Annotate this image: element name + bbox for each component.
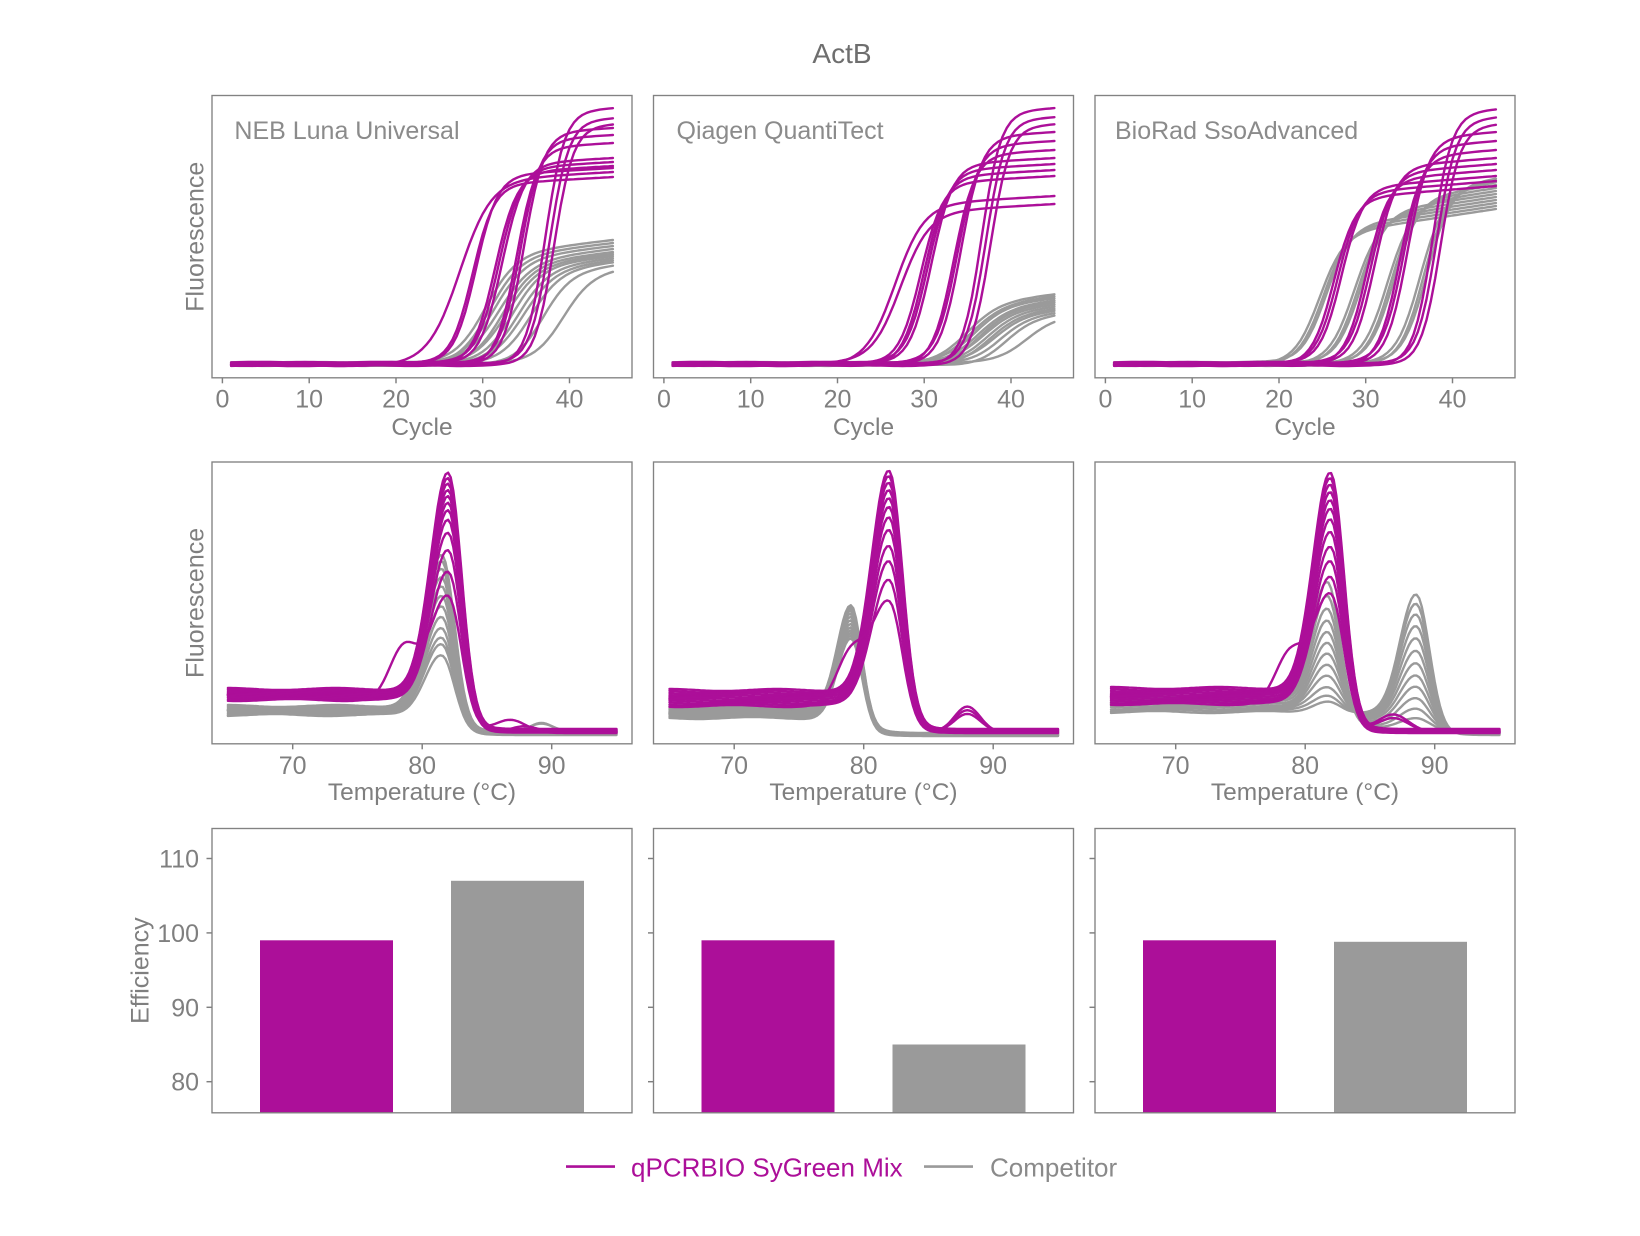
- svg-text:Temperature (°C): Temperature (°C): [328, 779, 516, 806]
- svg-text:100: 100: [157, 920, 199, 948]
- svg-text:Qiagen QuantiTect: Qiagen QuantiTect: [677, 117, 884, 145]
- svg-text:Cycle: Cycle: [1274, 414, 1335, 441]
- svg-text:70: 70: [720, 752, 748, 780]
- svg-text:BioRad SsoAdvanced: BioRad SsoAdvanced: [1115, 117, 1358, 145]
- svg-text:80: 80: [850, 752, 878, 780]
- svg-text:Temperature (°C): Temperature (°C): [769, 779, 957, 806]
- svg-text:Competitor: Competitor: [990, 1153, 1117, 1183]
- svg-text:70: 70: [1162, 752, 1190, 780]
- svg-text:90: 90: [1421, 752, 1449, 780]
- svg-text:80: 80: [171, 1069, 199, 1097]
- svg-text:70: 70: [279, 752, 307, 780]
- svg-text:10: 10: [737, 386, 765, 414]
- svg-text:30: 30: [469, 386, 497, 414]
- svg-text:30: 30: [1352, 386, 1380, 414]
- svg-text:Cycle: Cycle: [391, 414, 452, 441]
- svg-text:40: 40: [997, 386, 1025, 414]
- svg-text:0: 0: [657, 386, 671, 414]
- svg-text:Cycle: Cycle: [833, 414, 894, 441]
- svg-text:40: 40: [1439, 386, 1467, 414]
- svg-text:0: 0: [215, 386, 229, 414]
- svg-text:10: 10: [1178, 386, 1206, 414]
- svg-text:Efficiency: Efficiency: [127, 917, 155, 1024]
- svg-text:qPCRBIO SyGreen Mix: qPCRBIO SyGreen Mix: [631, 1153, 903, 1183]
- svg-text:0: 0: [1098, 386, 1112, 414]
- svg-text:80: 80: [408, 752, 436, 780]
- svg-text:ActB: ActB: [812, 38, 871, 69]
- svg-text:90: 90: [979, 752, 1007, 780]
- svg-text:Fluorescence: Fluorescence: [182, 528, 210, 678]
- svg-text:Temperature (°C): Temperature (°C): [1211, 779, 1399, 806]
- svg-text:20: 20: [1265, 386, 1293, 414]
- svg-text:20: 20: [824, 386, 852, 414]
- svg-text:NEB Luna Universal: NEB Luna Universal: [234, 117, 459, 145]
- svg-text:90: 90: [538, 752, 566, 780]
- svg-text:80: 80: [1291, 752, 1319, 780]
- svg-text:30: 30: [910, 386, 938, 414]
- svg-text:20: 20: [382, 386, 410, 414]
- svg-text:110: 110: [159, 846, 199, 874]
- svg-text:40: 40: [556, 386, 584, 414]
- svg-text:10: 10: [295, 386, 323, 414]
- svg-text:Fluorescence: Fluorescence: [182, 162, 210, 312]
- svg-text:90: 90: [171, 994, 199, 1022]
